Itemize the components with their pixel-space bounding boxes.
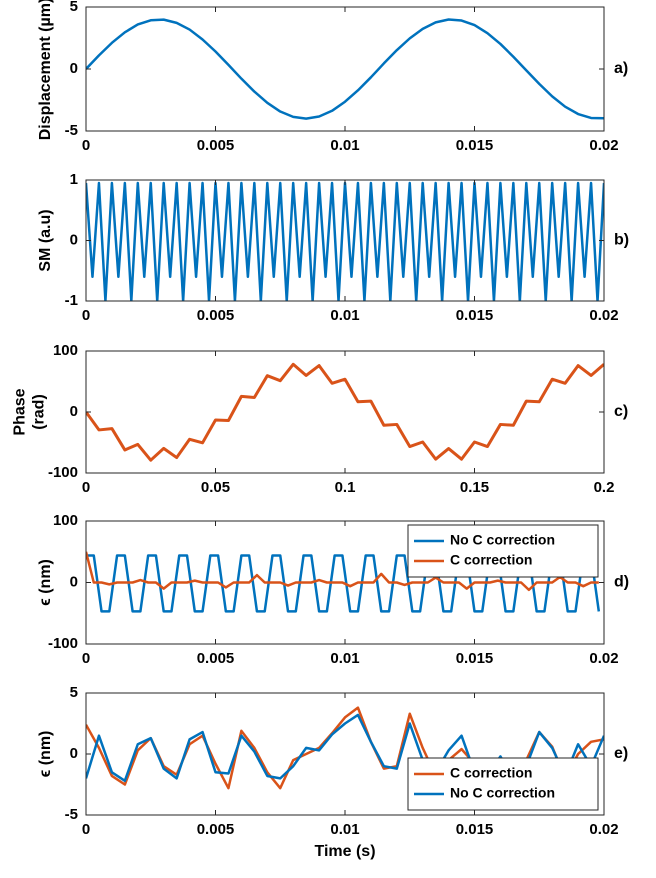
x-tick-label: 0.005 xyxy=(197,137,235,154)
x-tick-label: 0 xyxy=(82,307,90,324)
x-tick-label: 0.01 xyxy=(330,821,359,838)
panel-label: d) xyxy=(614,574,629,591)
legend: C correction No C correction xyxy=(407,757,599,811)
x-tick-label: 0.2 xyxy=(594,479,615,496)
data-line xyxy=(86,554,601,613)
y-tick-label: 5 xyxy=(70,0,78,15)
x-tick-label: 0.02 xyxy=(589,307,618,324)
x-tick-label: 0.02 xyxy=(589,821,618,838)
x-tick-label: 0.01 xyxy=(330,137,359,154)
y-axis-label: ϵ (nm) xyxy=(37,559,54,606)
x-tick-label: 0.02 xyxy=(589,650,618,667)
y-tick-label: -100 xyxy=(48,464,78,481)
x-tick-label: 0.02 xyxy=(589,137,618,154)
x-tick-label: 0 xyxy=(82,137,90,154)
y-tick-label: 0 xyxy=(70,60,78,77)
legend-label: C correction xyxy=(450,765,532,781)
y-axis-label: SM (a.u) xyxy=(37,209,54,271)
x-tick-label: 0.015 xyxy=(456,307,494,324)
legend-label: C correction xyxy=(450,552,532,568)
y-tick-label: -5 xyxy=(65,806,78,823)
y-tick-label: -100 xyxy=(48,635,78,652)
panel-label: b) xyxy=(614,232,629,249)
y-tick-label: -1 xyxy=(65,292,78,309)
legend-label: No C correction xyxy=(450,532,555,548)
y-axis-label: Phase xyxy=(12,388,29,435)
data-line xyxy=(86,551,599,592)
x-tick-label: 0.015 xyxy=(456,650,494,667)
legend-box xyxy=(407,524,599,578)
y-tick-label: -5 xyxy=(65,122,78,139)
legend: No C correction C correction xyxy=(407,524,599,578)
y-tick-label: 100 xyxy=(53,512,78,529)
x-tick-label: 0 xyxy=(82,479,90,496)
legend-label: No C correction xyxy=(450,785,555,801)
y-axis-label: ϵ (nm) xyxy=(37,731,54,778)
x-tick-label: 0 xyxy=(82,650,90,667)
y-tick-label: 1 xyxy=(70,171,78,188)
x-tick-label: 0 xyxy=(82,821,90,838)
x-tick-label: 0.1 xyxy=(335,479,356,496)
y-tick-label: 0 xyxy=(70,403,78,420)
x-tick-label: 0.15 xyxy=(460,479,489,496)
plot-area xyxy=(86,351,604,473)
x-tick-label: 0.005 xyxy=(197,821,235,838)
data-line xyxy=(86,18,604,120)
x-tick-label: 0.015 xyxy=(456,137,494,154)
plot-area xyxy=(86,7,604,131)
legend-box xyxy=(407,757,599,811)
x-tick-label: 0.01 xyxy=(330,650,359,667)
panel-label: e) xyxy=(614,745,628,762)
panel-label: c) xyxy=(614,403,628,420)
x-tick-label: 0.005 xyxy=(197,307,235,324)
x-tick-label: 0.015 xyxy=(456,821,494,838)
y-tick-label: 5 xyxy=(70,684,78,701)
y-axis-label: Displacement (µm) xyxy=(37,0,54,140)
x-axis-label: Time (s) xyxy=(314,843,375,860)
y-tick-label: 100 xyxy=(53,342,78,359)
x-tick-label: 0.005 xyxy=(197,650,235,667)
y-axis-label: (rad) xyxy=(31,394,48,430)
data-line xyxy=(86,362,604,462)
y-tick-label: 0 xyxy=(70,573,78,590)
panel-label: a) xyxy=(614,60,628,77)
x-tick-label: 0.05 xyxy=(201,479,230,496)
x-tick-label: 0.01 xyxy=(330,307,359,324)
y-tick-label: 0 xyxy=(70,231,78,248)
y-tick-label: 0 xyxy=(70,745,78,762)
